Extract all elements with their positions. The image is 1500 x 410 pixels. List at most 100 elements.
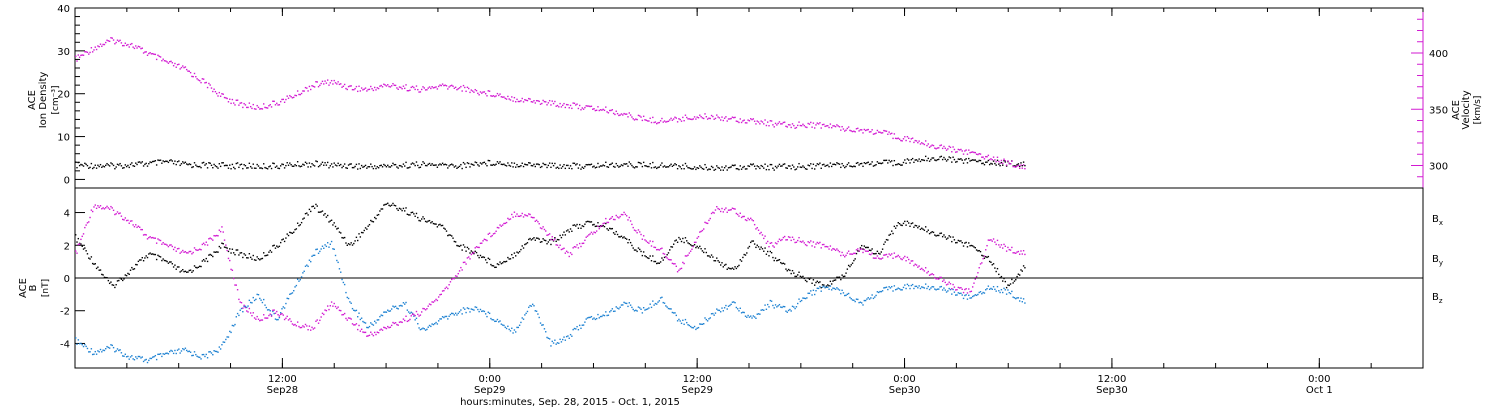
- bx-point: [538, 238, 540, 240]
- velocity-point: [883, 129, 885, 132]
- velocity-point: [316, 81, 318, 83]
- velocity-point: [966, 153, 969, 155]
- bz-point: [699, 231, 701, 233]
- bx-point: [441, 224, 444, 227]
- by-point: [642, 307, 645, 309]
- density-point: [806, 168, 808, 170]
- by-point: [238, 314, 240, 317]
- bz-point: [733, 207, 735, 210]
- by-point: [172, 352, 175, 355]
- density-point: [268, 166, 270, 168]
- density-point: [964, 159, 966, 161]
- velocity-point: [103, 43, 106, 46]
- bz-point: [598, 227, 600, 230]
- by-point: [507, 325, 509, 328]
- bz-point: [802, 240, 804, 242]
- density-point: [659, 164, 662, 166]
- by-point: [397, 308, 399, 310]
- density-point: [474, 161, 476, 163]
- density-point: [282, 163, 284, 166]
- bx-point: [718, 261, 721, 263]
- velocity-point: [798, 121, 800, 123]
- by-point: [798, 298, 800, 300]
- bz-point: [885, 253, 888, 256]
- density-point: [162, 160, 164, 162]
- velocity-point: [618, 114, 620, 117]
- bz-point: [313, 327, 316, 329]
- bx-point: [313, 207, 316, 209]
- bx-point: [751, 240, 753, 242]
- bz-point: [192, 251, 194, 254]
- by-point: [465, 311, 467, 314]
- velocity-point: [586, 105, 589, 107]
- density-point: [674, 163, 676, 165]
- bx-point: [657, 262, 659, 264]
- velocity-point: [761, 121, 764, 123]
- density-point: [750, 163, 752, 165]
- density-point: [947, 158, 949, 161]
- bz-point: [571, 253, 573, 256]
- bz-point: [872, 257, 875, 259]
- density-point: [394, 163, 397, 166]
- bz-point: [477, 246, 479, 249]
- bz-point: [726, 211, 728, 213]
- by-point: [960, 292, 962, 294]
- density-point: [264, 166, 266, 169]
- density-point: [727, 167, 730, 169]
- density-point: [97, 164, 99, 166]
- by-point: [436, 323, 439, 325]
- by-point: [601, 315, 603, 318]
- by-point: [567, 335, 569, 337]
- bz-point: [423, 308, 426, 310]
- by-point: [662, 301, 664, 304]
- density-point: [650, 167, 653, 169]
- density-point: [551, 162, 553, 165]
- by-point: [383, 311, 385, 313]
- top-ylabel-units: [cm⁻³]: [51, 85, 61, 114]
- by-point: [326, 242, 329, 244]
- bx-point: [994, 267, 996, 269]
- bz-point: [949, 283, 952, 285]
- velocity-point: [419, 91, 422, 93]
- density-point: [571, 167, 573, 170]
- bx-point: [794, 275, 796, 278]
- by-point: [653, 304, 655, 306]
- bz-point: [618, 217, 620, 219]
- density-point: [341, 166, 343, 169]
- by-point: [589, 316, 591, 319]
- bz-point: [932, 273, 935, 276]
- density-point: [490, 164, 492, 166]
- density-point: [991, 163, 993, 165]
- velocity-point: [108, 40, 111, 42]
- velocity-point: [823, 123, 825, 126]
- bz-point: [684, 255, 687, 257]
- bx-point: [812, 279, 815, 281]
- bx-point: [642, 251, 645, 253]
- density-point: [585, 163, 587, 166]
- bx-point: [819, 281, 821, 283]
- bz-point: [982, 257, 984, 260]
- density-point: [456, 167, 458, 170]
- density-point: [987, 159, 990, 162]
- by-point: [334, 254, 337, 257]
- density-point: [555, 167, 557, 169]
- density-point: [94, 164, 96, 166]
- velocity-point: [462, 84, 465, 87]
- by-point: [191, 354, 193, 357]
- velocity-point: [174, 62, 176, 65]
- bx-point: [740, 260, 743, 262]
- by-point: [862, 304, 864, 306]
- velocity-point: [908, 137, 910, 140]
- by-point: [871, 294, 873, 296]
- bx-point: [338, 231, 341, 233]
- by-point: [353, 309, 355, 311]
- density-point: [157, 159, 159, 161]
- bz-point: [701, 229, 704, 232]
- bz-point: [312, 328, 315, 330]
- velocity-point: [569, 104, 572, 107]
- by-point: [580, 327, 582, 330]
- density-point: [547, 164, 550, 167]
- velocity-point: [149, 51, 151, 54]
- bz-point: [825, 245, 828, 248]
- by-point: [683, 323, 685, 326]
